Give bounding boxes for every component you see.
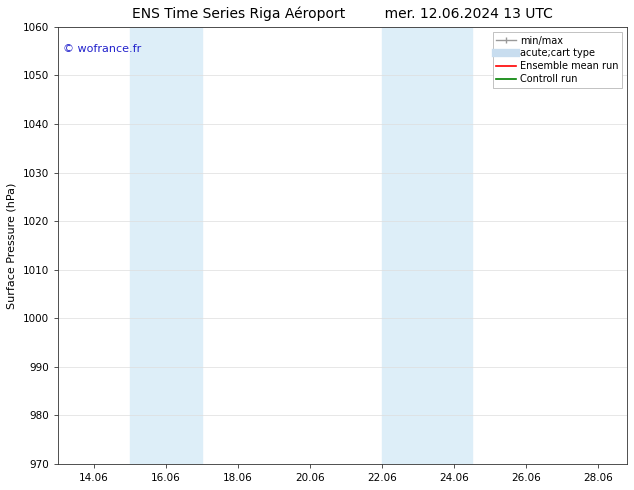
Bar bbox=[130, 27, 202, 464]
Bar bbox=[382, 27, 472, 464]
Title: ENS Time Series Riga Aéroport         mer. 12.06.2024 13 UTC: ENS Time Series Riga Aéroport mer. 12.06… bbox=[132, 7, 553, 22]
Legend: min/max, acute;cart type, Ensemble mean run, Controll run: min/max, acute;cart type, Ensemble mean … bbox=[493, 32, 622, 88]
Y-axis label: Surface Pressure (hPa): Surface Pressure (hPa) bbox=[7, 182, 17, 309]
Text: © wofrance.fr: © wofrance.fr bbox=[63, 44, 142, 54]
